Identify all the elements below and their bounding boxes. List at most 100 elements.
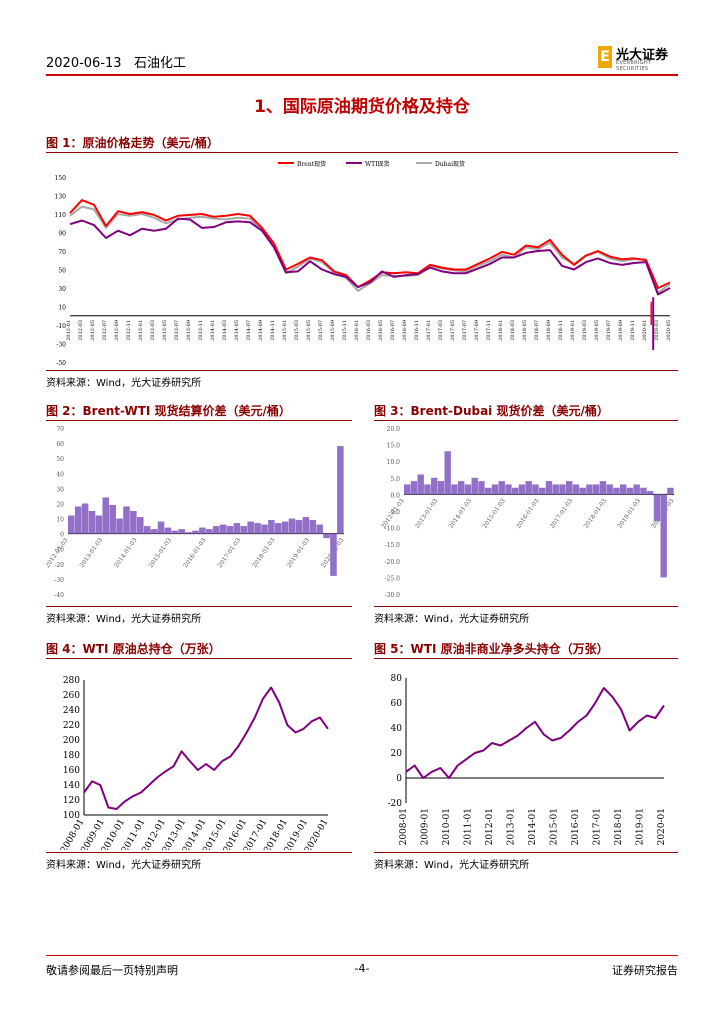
fig1-title: 图 1：原油价格走势（美元/桶） [46, 136, 219, 150]
y-tick-label: 0 [60, 532, 64, 539]
x-tick-label: 2015-05 [306, 320, 312, 341]
y-tick-label: 5.0 [390, 476, 400, 483]
x-tick-label: 2019-03 [582, 320, 588, 341]
fig4-source: 资料来源：Wind，光大证券研究所 [46, 860, 202, 871]
x-tick-label: 2018-07 [534, 320, 540, 341]
fig4-source-rule [46, 852, 352, 853]
x-tick-label: 2018-01 [614, 808, 624, 845]
y-tick-label: 50 [56, 456, 64, 463]
spread-bar [417, 474, 424, 495]
spread-bar [123, 506, 130, 534]
net-long-line [405, 687, 665, 779]
spread-bar [247, 521, 254, 534]
x-tick-label: 2018-09 [546, 320, 552, 341]
logo-name-cn: 光大证券 [616, 48, 669, 63]
y-tick-label: 130 [55, 194, 67, 201]
report-category: 石油化工 [133, 56, 186, 71]
y-tick-label: -20 [54, 562, 64, 569]
spread-bar [192, 530, 199, 534]
spread-bar [586, 484, 593, 495]
x-tick-label: 2017-11 [486, 320, 492, 341]
x-tick-label: 2013-07 [174, 320, 180, 341]
spread-bar [233, 523, 241, 534]
y-tick-label: -30 [56, 342, 66, 349]
legend-label: Dubai现货 [435, 160, 465, 168]
x-tick-label: 2016-11 [414, 320, 420, 341]
footer-report-type: 证券研究报告 [612, 964, 678, 977]
spread-bar [102, 497, 110, 534]
y-tick-label: -40 [54, 592, 64, 599]
spread-bar [268, 520, 275, 534]
spread-bar [330, 533, 337, 576]
x-tick-label: 2019-01-03 [286, 537, 312, 570]
x-tick-label: 2019-09 [618, 320, 624, 341]
brent-series-line [69, 199, 671, 289]
x-tick-label: 2013-03 [150, 320, 156, 341]
section-title: 1、国际原油期货价格及持仓 [254, 97, 470, 117]
spread-bar [539, 487, 546, 495]
y-tick-label: 110 [55, 212, 67, 219]
spread-bar [485, 487, 492, 495]
spread-bar [226, 526, 234, 534]
spread-bar [458, 481, 465, 495]
legend-label: WTI现货 [365, 160, 390, 168]
x-tick-label: 2017-01 [593, 808, 603, 845]
x-tick-label: 2008-01 [399, 808, 409, 845]
x-tick-label: 2015-01 [550, 808, 560, 845]
x-tick-label: 2017-01-03 [217, 537, 243, 570]
spread-bar [150, 529, 158, 534]
spread-bar [667, 487, 674, 495]
report-date: 2020-06-13 [46, 56, 122, 71]
y-tick-label: 0.0 [390, 492, 400, 499]
x-tick-label: 2012-01 [66, 320, 72, 341]
x-tick-label: 2015-01-03 [481, 497, 507, 530]
y-tick-label: 80 [391, 674, 403, 684]
y-tick-label: 30 [58, 286, 66, 293]
y-tick-label: 90 [58, 231, 66, 238]
x-tick-label: 2018-01 [498, 320, 504, 341]
spread-bar [109, 504, 116, 534]
y-tick-label: -20 [388, 799, 403, 809]
x-tick-label: 2015-03 [294, 320, 300, 341]
y-tick-label: 20 [56, 501, 64, 508]
spread-bar [613, 487, 620, 495]
legend-label: Brent现货 [297, 160, 326, 168]
spread-bar [491, 484, 499, 495]
spread-bar [74, 506, 82, 534]
spread-bar [640, 487, 647, 495]
y-tick-label: 200 [63, 736, 80, 746]
x-tick-label: 2017-05 [450, 320, 456, 341]
x-tick-label: 2020-05 [666, 320, 672, 341]
logo-name-en: EVERBRIGHT SECURITIES [616, 60, 652, 72]
x-tick-label: 2016-07 [390, 320, 396, 341]
x-tick-label: 2014-07 [246, 320, 252, 341]
y-tick-label: 10 [56, 517, 64, 524]
x-tick-label: 2017-01 [426, 320, 432, 341]
spread-bar [261, 524, 268, 534]
spread-bar [309, 520, 317, 534]
spread-bar [302, 517, 310, 534]
spread-bar [130, 511, 137, 534]
spread-bar [559, 484, 566, 495]
y-tick-label: 100 [63, 811, 80, 821]
spread-bar [116, 518, 123, 534]
x-tick-label: 2020-01 [642, 320, 648, 341]
spread-bar [337, 446, 344, 534]
header-divider [46, 74, 678, 76]
y-tick-label: -50 [56, 360, 66, 367]
x-tick-label: 2016-09 [402, 320, 408, 341]
x-tick-label: 2012-09 [114, 320, 120, 341]
spread-bar [254, 523, 261, 534]
spread-bar [275, 523, 282, 534]
x-tick-label: 2012-05 [90, 320, 96, 341]
x-tick-label: 2019-01 [570, 320, 576, 341]
report-date-and-category: 2020-06-13 石油化工 [46, 52, 186, 71]
spread-bar [512, 487, 519, 495]
y-tick-label: 50 [58, 268, 66, 275]
x-tick-label: 2016-01-03 [182, 537, 208, 570]
x-tick-label: 2017-03 [438, 320, 444, 341]
fig3-title: 图 3：Brent-Dubai 现货价差（美元/桶） [374, 404, 609, 418]
fig5-title: 图 5：WTI 原油非商业净多头持仓（万张） [374, 642, 609, 656]
y-tick-label: -15.0 [385, 542, 401, 549]
x-tick-label: 2016-03 [366, 320, 372, 341]
